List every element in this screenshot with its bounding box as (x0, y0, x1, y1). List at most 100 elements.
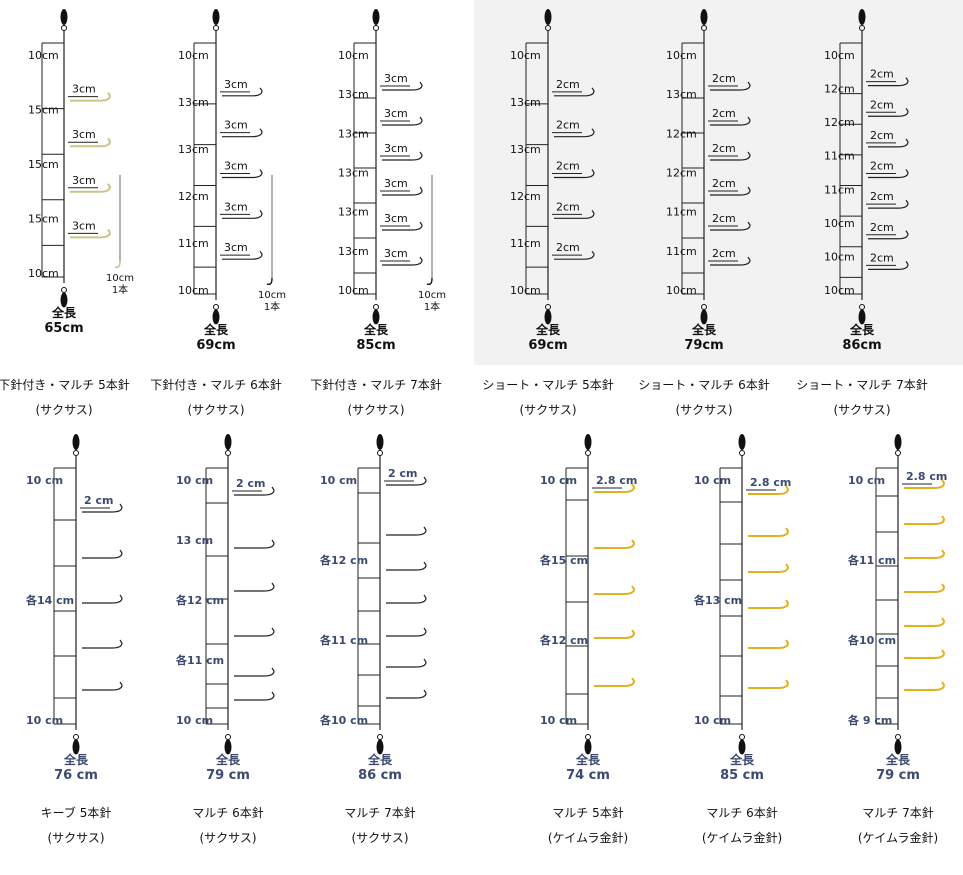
hook-icon (554, 128, 595, 138)
hook-icon (554, 169, 595, 179)
swivel-icon (372, 9, 380, 25)
total-length-value: 69cm (196, 338, 235, 353)
total-length-title: 全長 (203, 322, 229, 337)
segment-length-label: 11cm (824, 150, 855, 163)
branch-length-label: 2cm (870, 98, 894, 111)
hook-icon (868, 199, 909, 209)
hook-icon (386, 561, 427, 571)
total-length-title: 全長 (729, 752, 755, 767)
segment-length-label: 各12 cm (175, 593, 224, 607)
hook-icon (904, 549, 946, 559)
rig-name-caption: マルチ 6本針 (706, 806, 778, 820)
hook-icon (748, 599, 790, 609)
segment-length-label: 各14 cm (25, 593, 74, 607)
rig-maker-caption: (サクサス) (519, 403, 577, 417)
segment-length-label: 13cm (666, 88, 697, 101)
rig-name-caption: ショート・マルチ 7本針 (796, 378, 928, 392)
dropper-count-label: 1本 (264, 300, 280, 313)
segment-length-label: 12cm (824, 83, 855, 96)
branch-length-label: 2cm (556, 200, 580, 213)
swivel-ring-icon (545, 25, 551, 31)
hook-icon (386, 689, 427, 699)
branch-length-label: 2cm (870, 129, 894, 142)
rig-name-caption: マルチ 5本針 (552, 806, 624, 820)
snap-swivel-icon (858, 309, 866, 325)
hook-icon (868, 169, 909, 179)
rig-name-caption: 下針付き・マルチ 7本針 (310, 378, 442, 392)
hook-icon (554, 250, 595, 260)
snap-ring-icon (895, 734, 901, 740)
hook-icon (70, 228, 112, 239)
branch-length-label: 3cm (224, 78, 248, 91)
segment-length-label: 10 cm (176, 474, 213, 487)
segment-length-label: 10cm (666, 49, 697, 62)
hook-icon (386, 476, 427, 486)
rig-name-caption: ショート・マルチ 6本針 (638, 378, 770, 392)
segment-length-label: 13cm (338, 206, 369, 219)
swivel-ring-icon (73, 450, 79, 456)
hook-icon (748, 527, 790, 537)
branch-length-label: 2cm (712, 107, 736, 120)
branch-length-label: 2cm (712, 212, 736, 225)
hook-icon (382, 221, 423, 231)
segment-length-label: 13 cm (176, 534, 213, 547)
hook-icon (748, 639, 790, 649)
branch-length-label: 2cm (556, 78, 580, 91)
branch-length-label: 2cm (712, 142, 736, 155)
branch-length-label: 2.8 cm (906, 470, 947, 483)
segment-length-label: 10 cm (694, 474, 731, 487)
snap-swivel-icon (212, 309, 220, 325)
snap-ring-icon (739, 734, 745, 740)
swivel-ring-icon (585, 450, 591, 456)
segment-length-label: 12cm (666, 127, 697, 140)
hook-icon (82, 549, 123, 559)
hook-icon (594, 677, 636, 687)
branch-length-label: 3cm (224, 200, 248, 213)
total-length-value: 79 cm (206, 768, 250, 783)
segment-length-label: 各15 cm (539, 553, 588, 567)
branch-length-label: 2cm (556, 160, 580, 173)
branch-length-label: 3cm (72, 219, 96, 232)
rig-diagram: 2cm 2cm 2cm 2cm 2cm 2cm 10cm 13cm 12cm 12cm 11cm 11… (666, 9, 751, 353)
hook-icon (382, 186, 423, 196)
hook-icon (904, 617, 946, 627)
swivel-icon (376, 434, 384, 450)
branch-length-label: 3cm (72, 83, 96, 96)
segment-length-label: 13cm (510, 96, 541, 109)
rig-name-caption: マルチ 7本針 (862, 806, 934, 820)
branch-length-label: 3cm (384, 142, 408, 155)
rig-name-caption: マルチ 6本針 (192, 806, 264, 820)
hook-icon (386, 594, 427, 604)
swivel-icon (60, 9, 68, 25)
snap-ring-icon (377, 734, 383, 740)
segment-length-label: 10cm (824, 49, 855, 62)
dropper-length-label: 10cm (106, 273, 134, 284)
snap-ring-icon (213, 304, 219, 310)
segment-length-label: 12cm (178, 190, 209, 203)
hook-icon (382, 116, 423, 126)
dropper-count-label: 1本 (424, 300, 440, 313)
swivel-icon (224, 434, 232, 450)
swivel-icon (894, 434, 902, 450)
segment-length-label: 12cm (824, 116, 855, 129)
segment-length-label: 各12 cm (319, 553, 368, 567)
branch-length-label: 3cm (384, 107, 408, 120)
branch-length-label: 2cm (556, 241, 580, 254)
segment-length-label: 13cm (338, 167, 369, 180)
total-length-title: 全長 (367, 752, 393, 767)
rig-maker-caption: (ケイムラ金針) (857, 831, 939, 845)
dropper-hook-icon (114, 260, 121, 269)
branch-length-label: 3cm (224, 241, 248, 254)
swivel-ring-icon (61, 25, 67, 31)
segment-length-label: 各13 cm (693, 593, 742, 607)
hook-icon (386, 627, 427, 637)
segment-length-label: 10 cm (540, 714, 577, 727)
branch-length-label: 2 cm (388, 467, 417, 480)
total-length-value: 85 cm (720, 768, 764, 783)
rig-maker-caption: (サクサス) (47, 831, 105, 845)
rig-maker-caption: (サクサス) (347, 403, 405, 417)
rig-maker-caption: (サクサス) (833, 403, 891, 417)
total-length-value: 74 cm (566, 768, 610, 783)
hook-icon (904, 479, 946, 489)
